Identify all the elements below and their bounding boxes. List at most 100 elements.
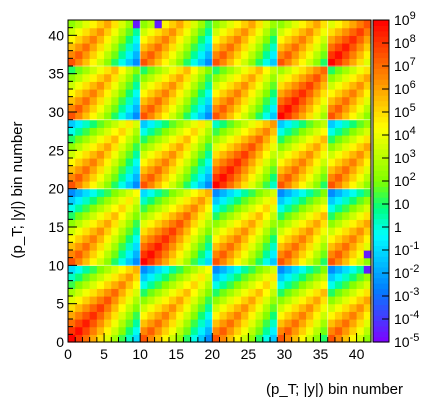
colorbar-tick-label: 103 [394, 148, 416, 166]
heatmap-cell [68, 96, 76, 105]
heatmap-cell [212, 196, 221, 205]
heatmap-cell [262, 296, 271, 305]
heatmap-cell [89, 127, 98, 136]
heatmap-cell [96, 303, 105, 312]
heatmap-cell [291, 303, 300, 312]
heatmap-cell [169, 196, 177, 205]
heatmap-cell [82, 73, 91, 82]
heatmap-cell [161, 311, 170, 320]
heatmap-cell [298, 181, 307, 190]
heatmap-cell [205, 181, 213, 190]
heatmap-cell [147, 43, 156, 52]
colorbar-segment [373, 309, 389, 316]
heatmap-cell [327, 288, 336, 297]
heatmap-cell [89, 188, 98, 197]
heatmap-cell [197, 89, 206, 98]
heatmap-cell [233, 227, 242, 236]
heatmap-cell [111, 58, 120, 67]
heatmap-cell [205, 227, 213, 236]
heatmap-cell [233, 265, 242, 274]
heatmap-cell [132, 296, 141, 305]
heatmap-cell [255, 104, 264, 113]
heatmap-cell [176, 227, 185, 236]
heatmap-cell [349, 334, 358, 343]
heatmap-cell [327, 334, 336, 343]
heatmap-cell [349, 250, 358, 259]
heatmap-cell [291, 280, 300, 289]
heatmap-cell [111, 135, 120, 144]
heatmap-cell [212, 27, 221, 36]
heatmap-cell [356, 326, 365, 335]
heatmap-cell [356, 234, 365, 243]
heatmap-cell [298, 104, 307, 113]
heatmap-cell [205, 119, 213, 128]
colorbar-tick-label: 105 [394, 102, 416, 120]
heatmap-cell [132, 158, 141, 167]
heatmap-cell [68, 219, 76, 228]
x-tick-label: 0 [64, 346, 72, 362]
heatmap-cell [363, 104, 372, 113]
heatmap-cell [226, 50, 235, 59]
heatmap-cell [219, 119, 228, 128]
heatmap-cell [306, 204, 314, 213]
heatmap-cell [233, 165, 242, 174]
heatmap-cell [356, 27, 365, 36]
heatmap-cell [334, 234, 343, 243]
heatmap-cell [197, 319, 206, 328]
heatmap-cell [356, 288, 365, 297]
heatmap-cell [291, 158, 300, 167]
heatmap-cell [349, 119, 358, 128]
heatmap-cell [212, 112, 221, 121]
heatmap-cell [190, 242, 199, 251]
block-separators [68, 20, 371, 342]
heatmap-cell [255, 219, 264, 228]
heatmap-cell [219, 234, 228, 243]
heatmap-cell [320, 127, 329, 136]
heatmap-cell [255, 119, 264, 128]
heatmap-cell [75, 303, 84, 312]
heatmap-cell [68, 20, 76, 29]
heatmap-cell [277, 265, 286, 274]
heatmap-cell [161, 50, 170, 59]
heatmap-cell [212, 173, 221, 182]
colorbar-segment [373, 288, 389, 295]
heatmap-cell [205, 334, 213, 343]
heatmap-cell [277, 250, 286, 259]
heatmap-cell [140, 227, 148, 236]
heatmap-cell [147, 319, 156, 328]
heatmap-cell [111, 127, 120, 136]
heatmap-cell [183, 219, 192, 228]
heatmap-cell [161, 219, 170, 228]
heatmap-cell [154, 273, 163, 282]
heatmap-cell [147, 188, 156, 197]
heatmap-cell [233, 96, 242, 105]
heatmap-cell [96, 296, 105, 305]
heatmap-cell [68, 311, 76, 320]
heatmap-cell [75, 50, 84, 59]
heatmap-cell [183, 204, 192, 213]
heatmap-cell [140, 119, 148, 128]
heatmap-cell [111, 227, 120, 236]
heatmap-cell [313, 66, 322, 75]
heatmap-cell [356, 319, 365, 328]
heatmap-cell [197, 43, 206, 52]
heatmap-cell [270, 50, 278, 59]
heatmap-cell [205, 311, 213, 320]
heatmap-cell [154, 288, 163, 297]
heatmap-cell [205, 142, 213, 151]
heatmap-cell [140, 96, 148, 105]
heatmap-cell [320, 211, 329, 220]
heatmap-cell [313, 58, 322, 67]
heatmap-cell [320, 196, 329, 205]
heatmap-cell [241, 173, 249, 182]
heatmap-cell [96, 311, 105, 320]
heatmap-cell [327, 119, 336, 128]
heatmap-cell [313, 158, 322, 167]
heatmap-cell [147, 135, 156, 144]
heatmap-cell [298, 112, 307, 121]
heatmap-cell [255, 181, 264, 190]
heatmap-cell [75, 104, 84, 113]
heatmap-cell [161, 20, 170, 29]
heatmap-cell [306, 50, 314, 59]
colorbar-segment [373, 36, 389, 43]
